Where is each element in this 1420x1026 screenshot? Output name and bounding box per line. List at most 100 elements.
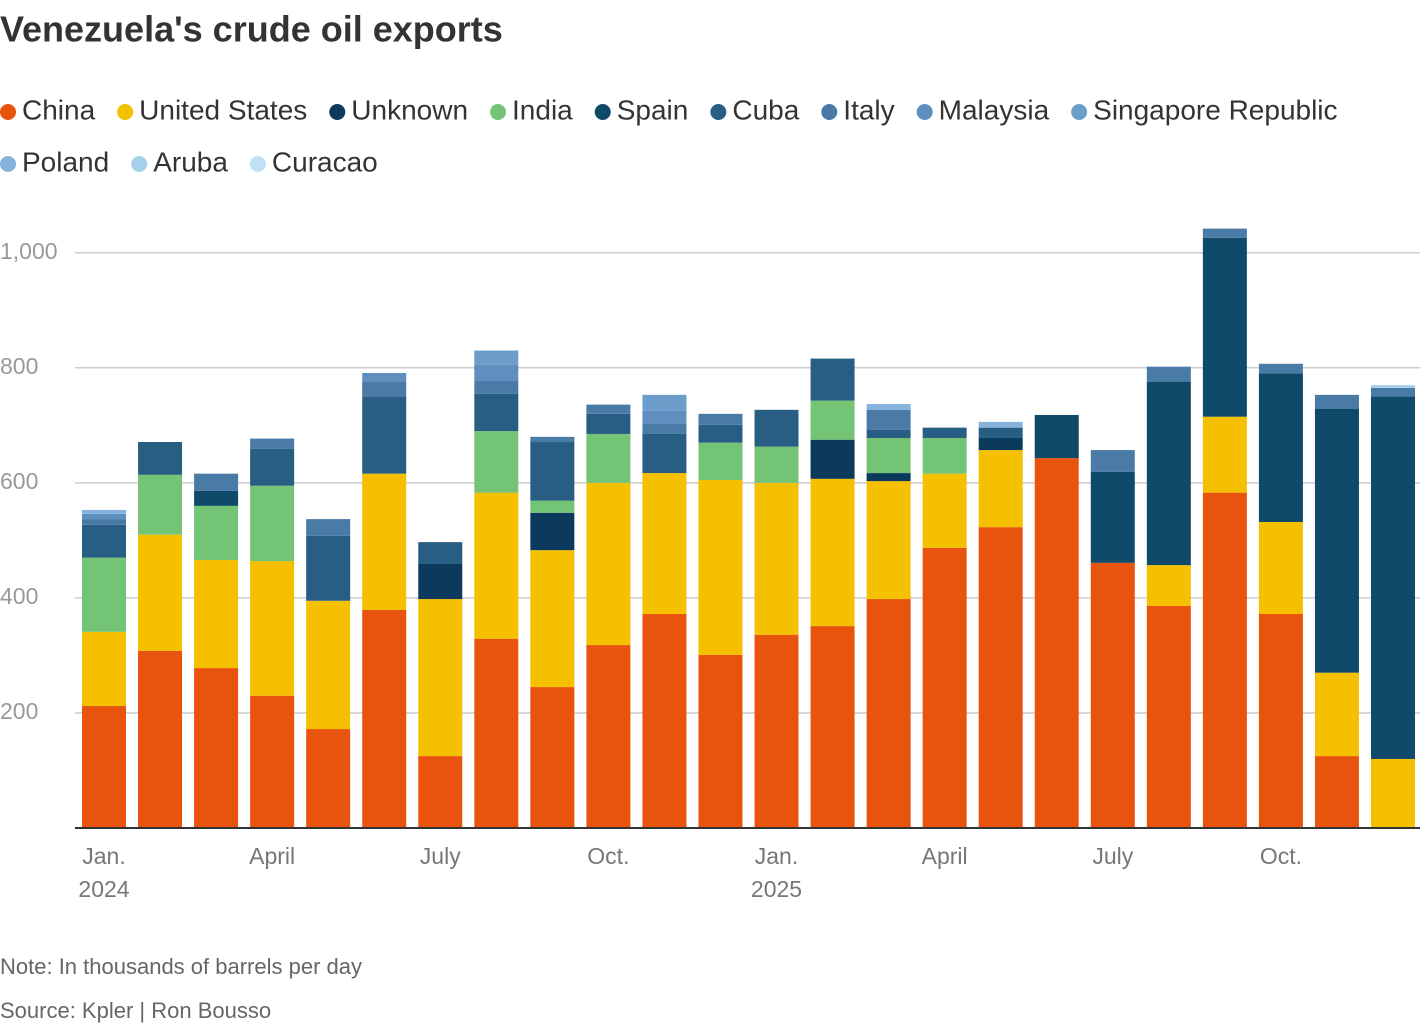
bar-segment [698,413,743,425]
legend-swatch [490,104,507,120]
bar-segment [1258,614,1303,828]
bar-segment [474,350,519,365]
x-tick-year: 2024 [78,876,129,902]
legend-item: Spain [594,94,689,125]
legend-item: China [0,94,96,125]
x-tick-label: Jan. [82,843,125,869]
bar-segment [1146,565,1191,606]
bar-segment [82,557,126,632]
bar-segment [194,668,239,828]
bar-segment [1371,396,1415,759]
x-tick-label: Oct. [1260,843,1302,869]
bar-segment [1202,228,1247,238]
bar-segment [530,436,575,443]
y-tick-label: 800 [0,353,38,379]
bar-segment [1258,521,1303,615]
bar-segment [922,473,967,548]
bar-segment [194,473,239,491]
bar-segment [530,550,575,688]
bar-segment [1371,758,1415,828]
bar-segment [922,437,967,474]
y-tick-label: 1,000 [0,238,58,264]
legend-label: Unknown [351,94,468,125]
x-tick-label: Oct. [587,843,629,869]
y-tick-label: 600 [0,468,38,494]
bar-segment [586,433,631,483]
bar-segment [82,706,126,828]
legend-swatch [117,104,134,120]
bar-segment [1258,363,1303,374]
bar-segment [82,631,126,707]
y-tick-label: 400 [0,583,38,609]
legend-swatch [131,156,148,172]
bar-segment [866,409,911,430]
bar-segment [362,473,407,610]
bar-segment [642,433,687,474]
bar-segment [474,393,519,432]
legend-item: Cuba [710,94,800,125]
bar-segment [754,446,799,483]
bar-segment [1090,450,1135,472]
legend-item: Unknown [329,94,468,125]
bar-segment [922,547,967,828]
legend-swatch [821,104,838,120]
bar-segment [250,561,295,696]
legend-label: Spain [617,94,689,125]
bar-segment [810,439,855,479]
bar-segment [306,519,351,536]
legend-swatch [916,104,933,120]
bar-segment [1202,237,1247,417]
bar-segment [82,524,126,558]
bar-segment [754,482,799,635]
legend-item: Aruba [131,146,228,177]
bar-segment [1034,414,1079,459]
bar-segment [362,396,407,474]
bar-segment [418,756,463,828]
bar-segment [362,381,407,397]
legend-swatch [1071,104,1088,120]
x-tick-year: 2025 [751,876,802,902]
bar-segment [586,645,631,828]
bar-segment [250,695,295,828]
bar-segment [138,650,183,828]
bar-segment [1146,605,1191,828]
bar-segment [418,563,463,600]
bar-segment [250,438,295,449]
legend: China United States Unknown India Spain Cuba I… [0,94,1338,177]
bar-segment [586,404,631,414]
legend-swatch [329,104,346,120]
bar-segment [1146,381,1191,566]
bar-segment [810,358,855,401]
bar-segment [1146,366,1191,382]
bar-segment [922,427,967,438]
bar-segment [1314,672,1359,757]
bar-segment [698,424,743,443]
bar-segment [530,442,575,501]
bar-segment [754,634,799,828]
x-tick-label: April [249,843,295,869]
bar-segment [474,492,519,639]
bar-segment [642,614,687,828]
bar-segment [138,442,183,475]
bar-segment [1034,458,1079,828]
bar-segment [866,429,911,438]
legend-label: China [22,94,96,125]
bar-segment [978,437,1023,451]
bar-segment [978,427,1023,438]
bar-segment [642,473,687,615]
legend-swatch [710,104,727,120]
bar-segment [1371,387,1415,397]
bar-segment [530,500,575,513]
bar-segment [306,600,351,730]
bar-segment [362,609,407,828]
bar-segment [418,599,463,757]
legend-item: United States [117,94,307,125]
bar-segment [418,542,463,564]
bar-segment [530,512,575,551]
legend-item: Singapore Republic [1071,94,1338,125]
bar-segment [978,527,1023,828]
legend-label: Malaysia [939,94,1050,125]
bar-segment [810,478,855,627]
legend-label: Aruba [153,146,228,177]
bar-segment [362,372,407,382]
